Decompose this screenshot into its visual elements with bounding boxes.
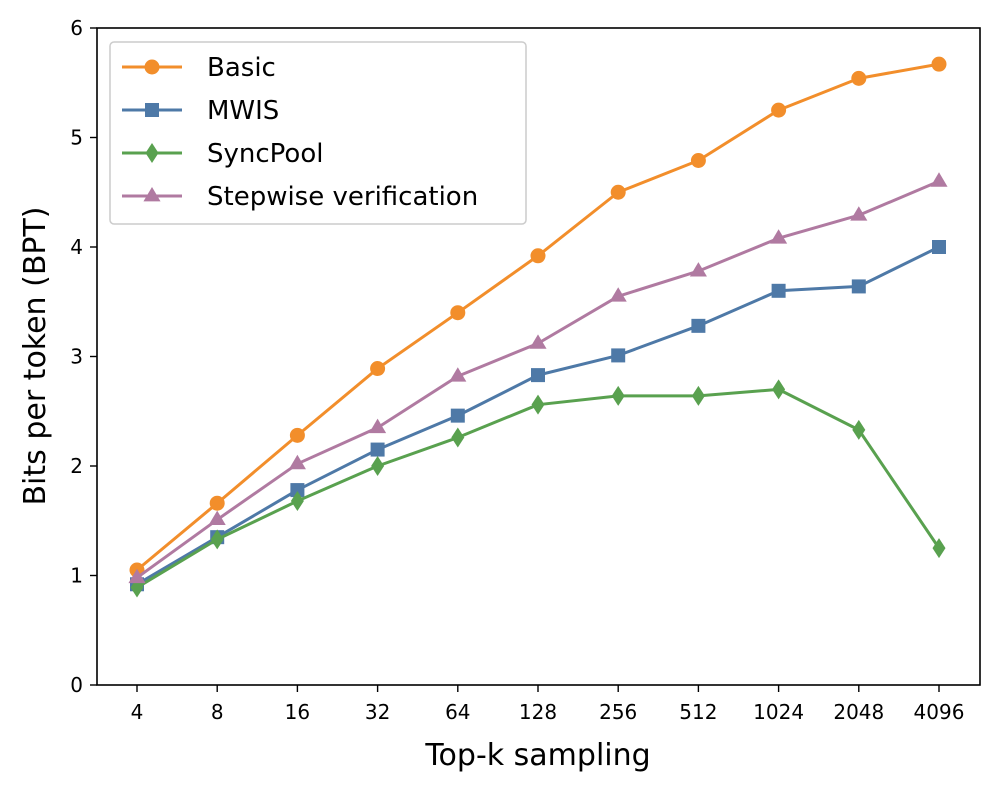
data-point-mwis bbox=[932, 240, 946, 254]
x-axis: 4 8 16 32 64 128 256 512 1024 2048 4096 bbox=[131, 685, 965, 724]
data-point-mwis bbox=[851, 279, 866, 294]
legend-item-basic: Basic bbox=[122, 53, 276, 83]
data-point-stepwise-verification bbox=[449, 367, 467, 382]
x-tick-label: 16 bbox=[285, 700, 310, 724]
x-tick-label: 128 bbox=[519, 700, 557, 724]
legend-marker bbox=[143, 187, 161, 202]
data-point-stepwise-verification bbox=[609, 287, 627, 302]
data-point-basic bbox=[209, 495, 225, 511]
data-point-mwis bbox=[450, 408, 465, 423]
x-tick-label: 64 bbox=[445, 700, 470, 724]
data-point-syncpool bbox=[772, 379, 786, 400]
data-point-basic bbox=[370, 361, 386, 377]
x-tick-label: 4 bbox=[131, 700, 144, 724]
y-tick-label: 2 bbox=[70, 454, 83, 478]
x-tick-label: 8 bbox=[211, 700, 224, 724]
data-point-syncpool bbox=[451, 427, 465, 448]
y-tick-label: 4 bbox=[70, 235, 83, 259]
series-stepwise-verification bbox=[128, 172, 948, 584]
data-point-mwis bbox=[290, 483, 305, 498]
data-point-stepwise-verification bbox=[288, 454, 306, 470]
y-axis-title: Bits per token (BPT) bbox=[18, 206, 53, 505]
data-point-mwis bbox=[611, 348, 626, 363]
legend-item-syncpool: SyncPool bbox=[122, 139, 323, 169]
x-tick-label: 1024 bbox=[753, 700, 804, 724]
data-point-mwis bbox=[531, 368, 545, 383]
data-point-basic bbox=[289, 427, 305, 443]
series-syncpool bbox=[130, 379, 946, 598]
data-point-stepwise-verification bbox=[128, 568, 146, 584]
data-point-syncpool bbox=[611, 385, 625, 406]
data-point-syncpool bbox=[691, 385, 705, 406]
data-point-stepwise-verification bbox=[369, 418, 387, 434]
series-layer bbox=[128, 56, 948, 598]
data-point-stepwise-verification bbox=[930, 172, 948, 187]
data-point-basic bbox=[851, 70, 867, 86]
data-point-stepwise-verification bbox=[529, 334, 547, 349]
x-tick-label: 4096 bbox=[914, 700, 965, 724]
x-tick-label: 256 bbox=[599, 700, 637, 724]
data-point-mwis bbox=[691, 318, 706, 333]
x-tick-label: 32 bbox=[365, 700, 390, 724]
y-tick-label: 1 bbox=[70, 564, 83, 588]
legend-marker bbox=[145, 103, 159, 117]
data-point-stepwise-verification bbox=[689, 262, 707, 277]
legend-label: SyncPool bbox=[207, 139, 323, 169]
x-tick-label: 2048 bbox=[833, 700, 884, 724]
data-point-mwis bbox=[771, 283, 786, 298]
y-axis: 0 1 2 3 4 5 6 bbox=[70, 16, 97, 697]
x-tick-label: 512 bbox=[679, 700, 717, 724]
data-point-basic bbox=[530, 248, 546, 264]
data-point-syncpool bbox=[531, 394, 545, 415]
data-point-stepwise-verification bbox=[770, 229, 788, 244]
data-point-mwis bbox=[370, 442, 385, 457]
data-point-basic bbox=[690, 152, 706, 168]
legend-label: Basic bbox=[207, 53, 276, 83]
legend-marker bbox=[144, 59, 160, 75]
y-tick-label: 6 bbox=[70, 16, 83, 40]
y-tick-label: 5 bbox=[70, 126, 83, 150]
legend: Basic MWIS SyncPool Stepwise verification bbox=[109, 41, 527, 225]
y-tick-label: 3 bbox=[70, 345, 83, 369]
series-basic bbox=[129, 56, 947, 578]
legend-items: Basic MWIS SyncPool Stepwise verification bbox=[122, 53, 478, 212]
legend-item-stepwise-verification: Stepwise verification bbox=[122, 182, 478, 212]
x-axis-title: Top-k sampling bbox=[424, 738, 650, 773]
data-point-syncpool bbox=[210, 529, 224, 550]
data-point-basic bbox=[771, 102, 787, 118]
data-point-stepwise-verification bbox=[850, 206, 868, 221]
legend-label: MWIS bbox=[207, 96, 279, 126]
legend-box bbox=[109, 41, 527, 225]
data-point-syncpool bbox=[932, 538, 946, 559]
data-point-basic bbox=[610, 184, 626, 200]
data-point-basic bbox=[450, 305, 466, 321]
data-point-stepwise-verification bbox=[208, 510, 226, 526]
data-point-syncpool bbox=[290, 491, 304, 512]
legend-marker bbox=[145, 143, 159, 163]
data-point-syncpool bbox=[852, 419, 866, 440]
legend-item-mwis: MWIS bbox=[122, 96, 279, 126]
y-tick-label: 0 bbox=[70, 673, 83, 697]
legend-label: Stepwise verification bbox=[207, 182, 478, 212]
data-point-basic bbox=[931, 56, 947, 72]
data-point-syncpool bbox=[371, 456, 385, 476]
